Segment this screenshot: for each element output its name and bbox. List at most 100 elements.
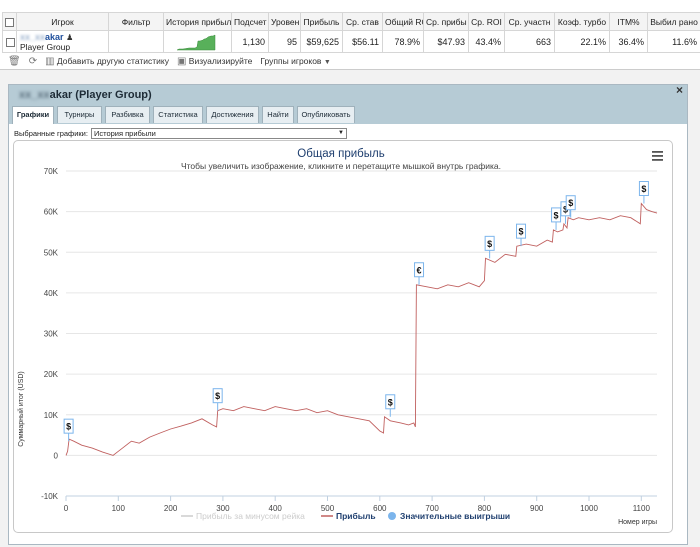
column-header[interactable]: Уровен <box>268 12 301 31</box>
y-tick-label: 70K <box>44 167 59 176</box>
profit-sparkline <box>163 30 232 53</box>
svg-text:$: $ <box>568 198 573 208</box>
filter-cell[interactable] <box>108 30 164 53</box>
legend: Прибыль за минусом рейка Прибыль Значите… <box>181 511 510 521</box>
stat-cell: 78.9% <box>382 30 424 53</box>
sparkline-chart <box>176 34 216 50</box>
table-toolbar: 🗑 ⟳ ▥ Добавить другую статистику ▣ Визуа… <box>8 54 331 68</box>
menu-icon[interactable] <box>652 151 663 161</box>
x-tick-label: 700 <box>425 504 439 513</box>
refresh-icon[interactable]: ⟳ <box>28 55 38 67</box>
stat-cell: 36.4% <box>609 30 648 53</box>
chart-container[interactable]: -10K 0 10K 20K 30K 40K 50K 60K 70K 0 100 200 300 400… <box>13 140 673 533</box>
chart-select-label: Выбранные графики: <box>14 129 88 138</box>
svg-text:$: $ <box>563 204 568 214</box>
x-tick-label: 200 <box>164 504 178 513</box>
svg-text:$: $ <box>554 210 559 220</box>
player-name[interactable]: xx_xxakar <box>20 31 64 42</box>
tab-bar: Графики Турниры Разбивка Статистика Дост… <box>9 106 687 124</box>
column-header[interactable]: Прибыль <box>300 12 343 31</box>
tab-statistics[interactable]: Статистика <box>153 106 203 123</box>
player-icon: ♟ <box>66 32 74 42</box>
profit-chart[interactable]: -10K 0 10K 20K 30K 40K 50K 60K 70K 0 100 200 300 400… <box>14 141 674 534</box>
y-tick-label: 30K <box>44 330 59 339</box>
big-win-flag[interactable]: $ <box>565 195 576 218</box>
grid-lines <box>66 170 657 497</box>
x-tick-label: 400 <box>269 504 283 513</box>
big-win-flag[interactable]: $ <box>516 223 527 247</box>
chevron-down-icon: ▼ <box>338 130 344 136</box>
svg-text:Прибыль за минусом рейка: Прибыль за минусом рейка <box>196 511 305 521</box>
column-header[interactable]: Игрок <box>16 12 109 31</box>
x-axis-label: Номер игры <box>618 519 657 526</box>
svg-text:$: $ <box>519 227 524 237</box>
chart-subtitle: Чтобы увеличить изображение, кликните и … <box>181 161 501 171</box>
tab-achievements[interactable]: Достижения <box>206 106 259 123</box>
table-header-row: Игрок Фильтр История прибыли Подсчет Уро… <box>2 12 700 31</box>
chart-select[interactable]: История прибыли ▼ <box>90 128 347 139</box>
stat-cell: $56.11 <box>342 30 383 53</box>
row-checkbox[interactable] <box>2 30 17 53</box>
visualize-button[interactable]: ▣ Визуализируйте <box>176 55 253 67</box>
stat-cell: $59,625 <box>300 30 343 53</box>
player-groups-dropdown[interactable]: Группы игроков ▼ <box>260 56 331 66</box>
select-all-checkbox[interactable] <box>2 12 17 31</box>
legend-item-net-profit[interactable]: Прибыль за минусом рейка <box>181 511 305 521</box>
column-header[interactable]: Подсчет <box>231 12 269 31</box>
big-win-flag[interactable]: $ <box>63 418 74 442</box>
column-header[interactable]: Коэф. турбо <box>554 12 610 31</box>
stat-cell: 22.1% <box>554 30 610 53</box>
chart-title: Общая прибыль <box>297 148 384 160</box>
column-header[interactable]: Ср. став <box>342 12 383 31</box>
player-cell[interactable]: xx_xxakar ♟ Player Group <box>16 30 109 53</box>
stats-panel: Игрок Фильтр История прибыли Подсчет Уро… <box>0 0 700 70</box>
close-icon[interactable]: × <box>675 83 683 97</box>
legend-item-big-wins[interactable]: Значительные выигрыши <box>388 511 510 521</box>
add-stats-button[interactable]: ▥ Добавить другую статистику <box>45 55 169 67</box>
tab-tournaments[interactable]: Турниры <box>57 106 102 123</box>
series-line-profit <box>65 202 658 456</box>
table-row[interactable]: xx_xxakar ♟ Player Group 1,130 95 $59,62… <box>2 30 700 53</box>
stat-cell: 43.4% <box>468 30 505 53</box>
column-header[interactable]: ITM% <box>609 12 648 31</box>
x-tick-label: 600 <box>373 504 387 513</box>
y-tick-label: -10K <box>41 492 59 501</box>
sparkline-area <box>176 34 216 50</box>
columns-icon: ▥ <box>45 55 55 67</box>
trash-icon[interactable]: 🗑 <box>8 55 21 67</box>
big-win-flag[interactable]: € <box>414 262 425 285</box>
svg-text:$: $ <box>66 422 71 432</box>
x-tick-label: 1100 <box>633 504 651 513</box>
x-tick-label: 500 <box>321 504 335 513</box>
big-win-flag[interactable]: $ <box>638 181 649 204</box>
tab-find[interactable]: Найти <box>262 106 294 123</box>
column-header[interactable]: Ср. прибы <box>423 12 469 31</box>
svg-text:Прибыль: Прибыль <box>336 511 376 521</box>
big-win-flag[interactable]: $ <box>551 207 562 230</box>
column-header[interactable]: Ср. участн <box>504 12 555 31</box>
column-header[interactable]: Общий ROI <box>382 12 424 31</box>
chart-select-row: Выбранные графики: История прибыли ▼ <box>14 128 347 139</box>
tab-charts[interactable]: Графики <box>12 106 54 124</box>
tab-publish[interactable]: Опубликовать <box>297 106 355 123</box>
big-win-flag[interactable]: $ <box>385 394 396 417</box>
y-tick-label: 0 <box>54 451 59 460</box>
big-win-flag[interactable]: $ <box>212 388 223 411</box>
x-tick-label: 300 <box>216 504 230 513</box>
window-header[interactable]: xx_xxakar (Player Group) × <box>9 83 687 106</box>
svg-text:€: € <box>417 265 422 275</box>
column-header[interactable]: Фильтр <box>108 12 164 31</box>
stat-cell: $47.93 <box>423 30 469 53</box>
svg-text:$: $ <box>487 239 492 249</box>
column-header[interactable]: Выбил рано <box>647 12 700 31</box>
column-header[interactable]: История прибыли <box>163 12 232 31</box>
tab-breakdown[interactable]: Разбивка <box>105 106 150 123</box>
stats-table: Игрок Фильтр История прибыли Подсчет Уро… <box>2 12 700 53</box>
column-header[interactable]: Ср. ROI <box>468 12 505 31</box>
big-win-flag[interactable]: $ <box>484 235 495 259</box>
x-tick-label: 1000 <box>580 504 598 513</box>
y-axis-label: Суммарный итог (USD) <box>17 371 25 447</box>
chart-icon: ▣ <box>176 55 187 67</box>
chevron-down-icon: ▼ <box>323 59 331 66</box>
legend-item-profit[interactable]: Прибыль <box>321 511 376 521</box>
